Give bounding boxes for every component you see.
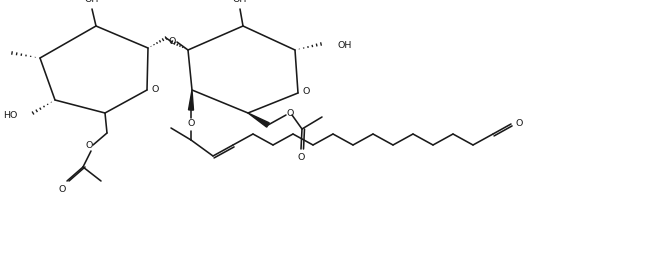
- Text: O: O: [85, 141, 93, 150]
- Text: O: O: [151, 85, 159, 94]
- Text: O: O: [515, 119, 523, 128]
- Text: OH: OH: [337, 41, 351, 50]
- Text: OH: OH: [85, 0, 99, 4]
- Text: O: O: [168, 37, 176, 46]
- Polygon shape: [188, 90, 193, 110]
- Text: O: O: [302, 87, 310, 96]
- Text: HO: HO: [3, 110, 17, 119]
- Text: O: O: [58, 186, 66, 195]
- Text: O: O: [287, 109, 294, 118]
- Polygon shape: [248, 113, 269, 127]
- Text: OH: OH: [233, 0, 247, 4]
- Text: O: O: [298, 154, 305, 163]
- Text: O: O: [188, 119, 195, 128]
